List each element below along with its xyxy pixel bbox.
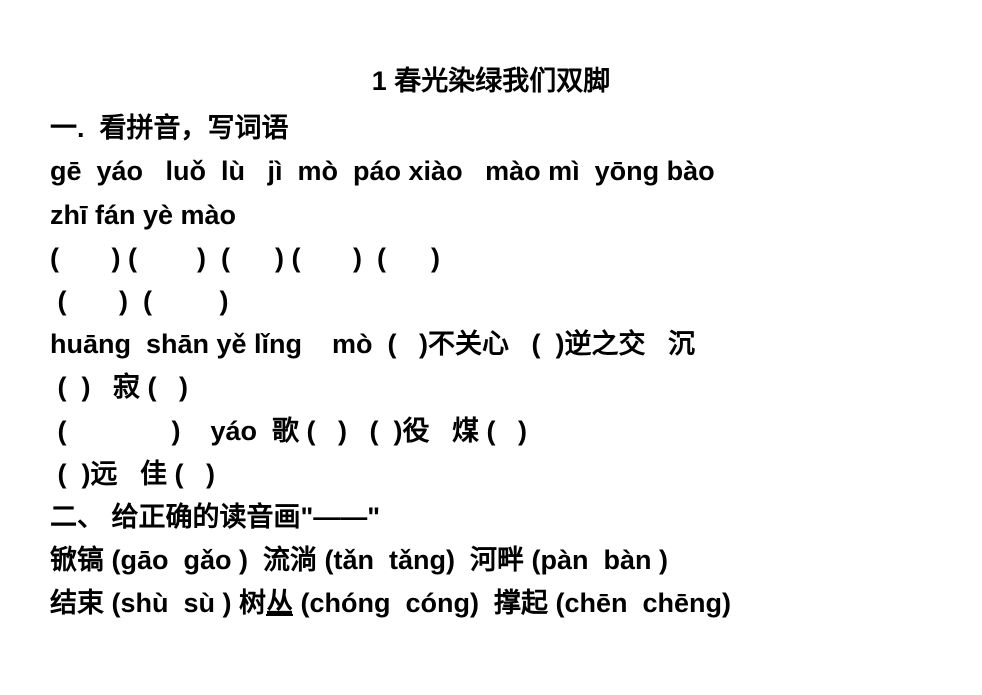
document-page: 1 春光染绿我们双脚 一. 看拼音，写词语 gē yáo luǒ lù jì m… [0, 0, 982, 665]
mixed-line-1a: huāng shān yě lǐng mò ( )不关心 ( )逆之交 沉 [50, 323, 932, 366]
section-1-heading: 一. 看拼音，写词语 [50, 107, 932, 150]
pronunciation-line-1: 锨镐 (gāo gǎo ) 流淌 (tǎn tǎng) 河畔 (pàn bàn … [50, 539, 932, 582]
pinyin-line-1: gē yáo luǒ lù jì mò páo xiào mào mì yōng… [50, 150, 932, 193]
pron2-part-b: (chóng cóng) 撑起 (chēn chēng) [293, 588, 731, 618]
lesson-title: 1 春光染绿我们双脚 [50, 60, 932, 103]
mixed-line-1b: ( ) 寂 ( ) [50, 366, 932, 409]
pinyin-line-2: zhī fán yè mào [50, 194, 932, 237]
underlined-char: 丛 [266, 588, 293, 618]
mixed-line-2: ( ) yáo 歌 ( ) ( )役 煤 ( ) [50, 410, 932, 453]
blank-line-1: ( ) ( ) ( ) ( ) ( ) [50, 237, 932, 280]
pron2-part-a: 结束 (shù sù ) 树 [50, 588, 266, 618]
pronunciation-line-2: 结束 (shù sù ) 树丛 (chóng cóng) 撑起 (chēn ch… [50, 582, 932, 625]
mixed-line-3: ( )远 佳 ( ) [50, 453, 932, 496]
blank-line-2: ( ) ( ) [50, 280, 932, 323]
section-2-heading: 二、 给正确的读音画"——" [50, 496, 932, 539]
